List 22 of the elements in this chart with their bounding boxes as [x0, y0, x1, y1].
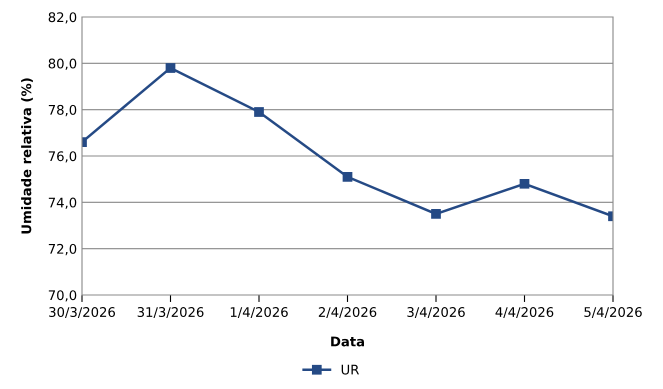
y-tick-label: 82,0 [48, 12, 76, 24]
y-tick-label: 74,0 [48, 198, 76, 209]
x-tick-label: 2/4/2026 [318, 307, 376, 318]
y-axis-title: Umidade relativa (%) [21, 78, 33, 234]
point [342, 172, 352, 182]
x-tick-label: 1/4/2026 [230, 307, 288, 318]
y-tick-label: 76,0 [48, 151, 76, 163]
x-tick-label: 3/4/2026 [407, 307, 465, 318]
x-tick-label: 31/3/2026 [138, 307, 204, 318]
legend-label: UR [342, 364, 360, 375]
x-tick-label: 5/4/2026 [584, 307, 642, 318]
point [520, 178, 530, 189]
point [431, 209, 441, 219]
x-tick-label: 30/3/2026 [49, 307, 115, 318]
y-tick-label: 72,0 [48, 244, 76, 256]
point [166, 63, 176, 73]
y-tick-label: 70,0 [48, 290, 76, 302]
y-tick-label: 78,0 [48, 104, 76, 116]
x-axis-title: Data [331, 336, 364, 346]
x-tick-label: 4/4/2026 [496, 307, 554, 318]
y-tick-label: 80,0 [48, 58, 76, 70]
point [254, 107, 264, 117]
